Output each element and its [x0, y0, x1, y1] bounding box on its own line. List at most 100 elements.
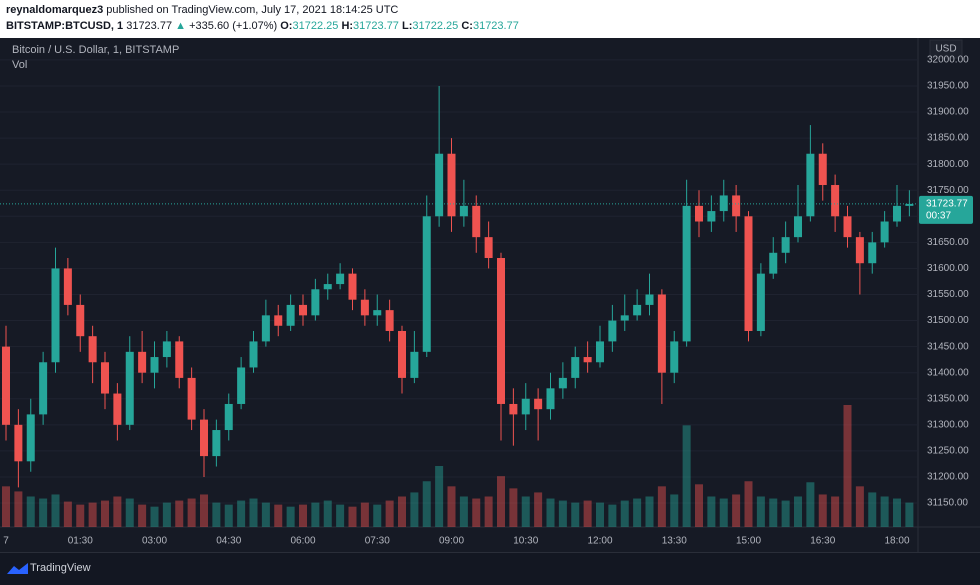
candle-body	[732, 195, 741, 217]
volume-bar	[261, 502, 270, 527]
volume-bar	[868, 492, 877, 527]
candle-body	[831, 185, 840, 217]
volume-bar	[224, 504, 233, 527]
candle-body	[558, 377, 567, 389]
candle-body	[769, 252, 778, 274]
candle-body	[521, 398, 530, 415]
volume-bar	[806, 482, 815, 527]
volume-bar	[348, 506, 357, 527]
volume-bar	[88, 502, 97, 527]
candle-body	[39, 362, 48, 415]
volume-bar	[299, 504, 307, 527]
candle-body	[113, 393, 122, 425]
candle-body	[596, 341, 604, 363]
candle-body	[633, 304, 642, 316]
candle-body	[76, 304, 85, 337]
candle-body	[200, 419, 208, 457]
candle-body	[274, 315, 283, 326]
y-tick-label: 32000.00	[927, 55, 969, 66]
candle-body	[224, 403, 233, 431]
volume-bar	[237, 500, 246, 527]
volume-bar	[459, 496, 468, 527]
volume-bar	[583, 500, 592, 527]
y-tick-label: 31450.00	[927, 341, 969, 352]
candle-body	[893, 205, 901, 222]
x-tick-label: 10:30	[513, 536, 538, 547]
candle-body	[447, 153, 456, 217]
y-tick-label: 31300.00	[927, 419, 969, 430]
volume-bar	[435, 466, 444, 527]
last: 31723.77	[126, 20, 173, 32]
candle-body	[286, 304, 295, 326]
candle-body	[410, 351, 419, 378]
candle-body	[237, 367, 246, 404]
volume-bar	[843, 405, 852, 527]
x-tick-label: 15:00	[736, 536, 761, 547]
candle-body	[497, 257, 505, 404]
candle-body	[373, 310, 382, 316]
volume-label: Vol	[12, 59, 27, 71]
volume-bar	[732, 494, 741, 527]
author[interactable]: reynaldomarquez3	[6, 4, 104, 16]
volume-bar	[2, 486, 10, 527]
volume-bar	[509, 488, 518, 527]
volume-bar	[422, 481, 431, 527]
volume-bar	[385, 500, 394, 527]
volume-bar	[162, 502, 171, 527]
volume-bar	[571, 502, 580, 527]
o: 31722.25	[292, 20, 339, 32]
volume-bar	[336, 504, 345, 527]
candle-body	[843, 216, 852, 238]
candle-body	[509, 403, 518, 415]
candle-body	[348, 273, 357, 300]
volume-bar	[707, 496, 716, 527]
candle-body	[806, 153, 815, 217]
volume-bar	[472, 498, 481, 527]
volume-bar	[620, 500, 629, 527]
x-tick-label: 18:00	[884, 536, 909, 547]
x-tick-label: 06:00	[290, 536, 315, 547]
l: 31722.25	[412, 20, 459, 32]
volume-bar	[818, 494, 827, 527]
volume-bar	[546, 498, 555, 527]
volume-bar	[274, 504, 283, 527]
volume-bar	[682, 425, 691, 527]
published: published on TradingView.com, July 17, 2…	[106, 4, 399, 16]
y-tick-label: 31800.00	[927, 159, 969, 170]
candle-body	[422, 216, 431, 352]
candle-body	[682, 205, 691, 342]
candle-body	[323, 284, 332, 290]
quote-line: BITSTAMP:BTCUSD, 1 31723.77 ▲ +335.60 (+…	[6, 20, 519, 32]
symbol: BITSTAMP:BTCUSD, 1	[6, 20, 124, 32]
volume-bar	[410, 492, 419, 527]
volume-bar	[657, 486, 666, 527]
volume-bar	[893, 498, 901, 527]
candle-body	[781, 237, 790, 253]
x-tick-label: 01:30	[68, 536, 93, 547]
y-tick-label: 31200.00	[927, 472, 969, 483]
candle-body	[657, 294, 666, 373]
volume-bar	[670, 494, 679, 527]
candle-body	[175, 341, 184, 378]
volume-bar	[719, 498, 728, 527]
chart: Bitcoin / U.S. Dollar, 1, BITSTAMP Vol U…	[0, 38, 980, 552]
volume-bar	[63, 501, 72, 527]
brand[interactable]: TradingView	[30, 562, 91, 574]
candle-body	[794, 216, 802, 238]
price-tag-countdown: 00:37	[926, 211, 951, 222]
y-axis-label: USD	[935, 44, 956, 55]
candle-body	[608, 320, 617, 342]
publish-line: reynaldomarquez3 published on TradingVie…	[6, 4, 398, 16]
candle-body	[855, 237, 864, 264]
y-tick-label: 31900.00	[927, 107, 969, 118]
candle-body	[125, 351, 134, 425]
footer: TradingView	[0, 552, 980, 585]
h: 31723.77	[353, 20, 399, 32]
x-tick-label: 7	[3, 536, 9, 547]
volume-bar	[373, 504, 382, 527]
candle-body	[472, 205, 481, 238]
x-tick-label: 07:30	[365, 536, 390, 547]
volume-bar	[794, 496, 802, 527]
candle-body	[818, 153, 827, 186]
